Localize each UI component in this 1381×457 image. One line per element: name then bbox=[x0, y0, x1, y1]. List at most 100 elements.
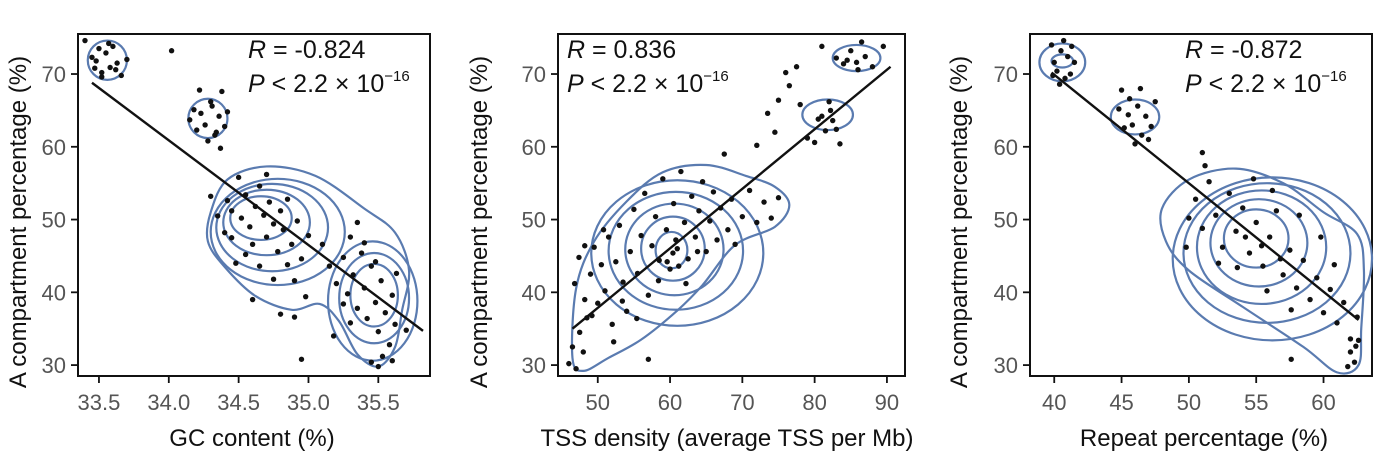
data-point bbox=[347, 320, 354, 326]
data-point bbox=[1050, 72, 1056, 79]
data-point bbox=[746, 187, 753, 194]
data-point bbox=[830, 117, 836, 124]
data-point bbox=[392, 321, 398, 328]
data-point bbox=[386, 342, 393, 348]
data-point bbox=[673, 237, 679, 243]
data-point bbox=[1132, 141, 1138, 147]
x-tick-label: 50 bbox=[1177, 390, 1201, 415]
data-point bbox=[389, 292, 395, 298]
y-tick-label: 60 bbox=[994, 135, 1018, 160]
data-point bbox=[263, 234, 270, 240]
data-point bbox=[277, 208, 284, 214]
data-point bbox=[1186, 215, 1192, 221]
data-point bbox=[569, 344, 576, 350]
data-point bbox=[1051, 59, 1057, 66]
data-point bbox=[1129, 122, 1136, 128]
data-point bbox=[289, 241, 295, 247]
data-point bbox=[1307, 296, 1313, 303]
data-point bbox=[844, 57, 850, 63]
data-point bbox=[291, 277, 298, 284]
data-point bbox=[113, 66, 119, 73]
data-point bbox=[775, 195, 782, 201]
data-point bbox=[1273, 208, 1280, 214]
data-point bbox=[862, 53, 868, 60]
data-point bbox=[217, 145, 224, 151]
data-point bbox=[256, 263, 263, 269]
data-point bbox=[118, 72, 125, 79]
r-symbol: R bbox=[567, 36, 585, 64]
y-axis-title: A compartment percentage (%) bbox=[466, 56, 493, 388]
data-point bbox=[1048, 42, 1055, 48]
y-tick-label: 60 bbox=[522, 135, 546, 160]
data-point bbox=[655, 277, 662, 284]
data-point bbox=[1242, 234, 1249, 240]
data-point bbox=[368, 359, 375, 365]
data-point bbox=[1314, 275, 1320, 281]
data-point bbox=[681, 219, 688, 226]
data-point bbox=[242, 192, 249, 198]
data-point bbox=[703, 248, 709, 255]
data-point bbox=[1320, 309, 1327, 316]
data-point bbox=[664, 259, 670, 265]
data-point bbox=[228, 208, 235, 214]
data-point bbox=[783, 69, 789, 76]
data-point bbox=[1293, 285, 1300, 291]
data-point bbox=[372, 299, 379, 306]
data-point bbox=[609, 321, 615, 328]
data-point bbox=[587, 271, 594, 277]
data-point bbox=[354, 305, 361, 312]
density-contour-outer bbox=[1159, 167, 1366, 375]
y-tick-label: 70 bbox=[42, 62, 66, 87]
data-point bbox=[354, 219, 361, 226]
data-point bbox=[840, 61, 847, 67]
data-point bbox=[242, 251, 249, 258]
data-point bbox=[284, 261, 291, 268]
data-point bbox=[685, 256, 691, 262]
y-tick-label: 40 bbox=[42, 280, 66, 305]
p-value-label: P < 2.2 × 10−16 bbox=[567, 68, 729, 98]
data-point bbox=[1334, 320, 1340, 326]
data-point bbox=[683, 280, 689, 287]
data-point bbox=[610, 339, 617, 345]
data-point bbox=[880, 43, 887, 50]
data-point bbox=[1288, 356, 1294, 362]
data-point bbox=[670, 200, 677, 207]
data-point bbox=[216, 113, 222, 119]
correlation-label: R = 0.836 bbox=[567, 36, 676, 64]
p-value-label: P < 2.2 × 10−16 bbox=[248, 68, 410, 98]
data-point bbox=[1219, 244, 1226, 250]
data-point bbox=[1280, 272, 1286, 278]
correlation-label: R = -0.872 bbox=[1185, 36, 1302, 64]
data-point bbox=[194, 127, 200, 133]
data-point bbox=[89, 54, 95, 60]
r-value: = -0.872 bbox=[1203, 36, 1302, 64]
data-point bbox=[739, 213, 746, 220]
data-point bbox=[1233, 228, 1239, 234]
data-point bbox=[598, 261, 605, 268]
data-point bbox=[103, 50, 109, 56]
y-tick-label: 50 bbox=[522, 208, 546, 233]
data-point bbox=[375, 328, 382, 335]
data-point bbox=[114, 60, 120, 66]
x-axis-title: GC content (%) bbox=[169, 425, 334, 452]
regression-line bbox=[1050, 71, 1360, 321]
y-tick-label: 30 bbox=[522, 353, 546, 378]
density-contour bbox=[209, 177, 346, 287]
data-point bbox=[1345, 363, 1351, 370]
data-point bbox=[221, 123, 228, 130]
p-value: < 2.2 × 10 bbox=[1202, 70, 1322, 98]
x-tick-label: 70 bbox=[730, 390, 754, 415]
data-point bbox=[330, 333, 337, 339]
y-tick-label: 40 bbox=[994, 280, 1018, 305]
data-point bbox=[1183, 244, 1189, 250]
data-point bbox=[378, 277, 384, 284]
data-point bbox=[571, 280, 578, 287]
density-contour bbox=[1222, 208, 1290, 269]
data-point bbox=[340, 301, 347, 307]
data-point bbox=[1206, 179, 1212, 185]
data-point bbox=[249, 241, 256, 247]
data-point bbox=[1071, 59, 1078, 66]
data-point bbox=[1269, 187, 1276, 194]
data-point bbox=[1331, 261, 1337, 268]
density-contour bbox=[229, 195, 293, 242]
